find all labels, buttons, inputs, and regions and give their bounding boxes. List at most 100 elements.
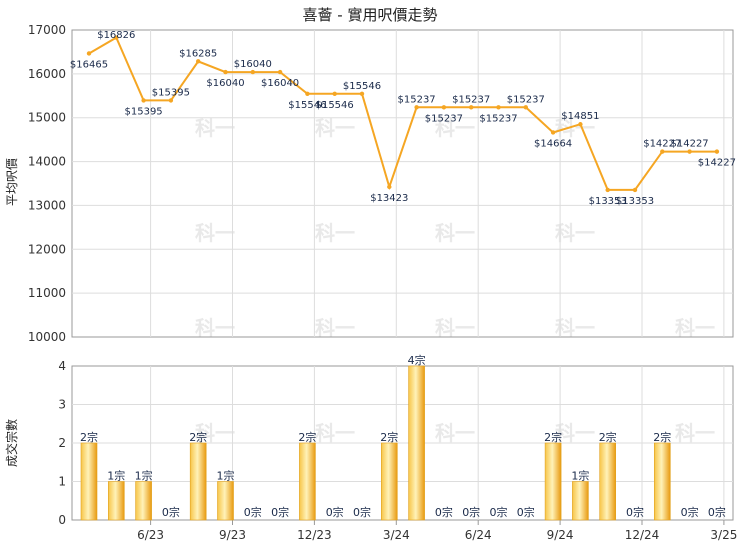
price-data-label: $15237 <box>398 94 436 105</box>
volume-data-label: 0宗 <box>708 505 726 519</box>
watermark-text: 科一 <box>315 116 355 140</box>
volume-bar <box>653 442 671 521</box>
watermark-text: 科一 <box>195 116 235 140</box>
price-point <box>114 35 119 40</box>
volume-data-label: 1宗 <box>217 469 235 483</box>
price-point <box>469 105 474 110</box>
volume-bar <box>108 481 125 521</box>
x-tick-label: 12/24 <box>625 528 660 542</box>
x-tick-label: 12/23 <box>297 528 332 542</box>
volume-bar <box>80 442 98 521</box>
price-data-label: $16465 <box>70 59 108 70</box>
watermark-text: 科一 <box>555 221 595 245</box>
price-data-label: $16285 <box>179 48 217 59</box>
price-data-label: $14227 <box>671 139 709 150</box>
price-point <box>86 51 92 56</box>
price-point <box>196 59 201 64</box>
price-point <box>496 105 501 110</box>
volume-data-label: 2宗 <box>599 430 617 444</box>
price-data-label: $15395 <box>152 87 190 98</box>
volume-data-label: 2宗 <box>80 430 98 444</box>
watermark-text: 科一 <box>435 316 475 340</box>
volume-bar <box>572 481 589 521</box>
x-tick-label: 6/24 <box>465 528 492 542</box>
volume-tick-label: 3 <box>58 398 66 412</box>
price-data-label: $13353 <box>616 196 654 207</box>
price-point <box>660 149 665 154</box>
price-point <box>168 98 174 103</box>
volume-data-label: 1宗 <box>107 469 125 483</box>
volume-tick-label: 2 <box>58 436 66 450</box>
volume-data-label: 0宗 <box>517 505 535 519</box>
price-point <box>387 184 392 190</box>
watermark-text: 科一 <box>555 316 595 340</box>
price-point <box>359 91 365 96</box>
volume-bar <box>135 481 152 521</box>
watermark-text: 科一 <box>195 221 235 245</box>
volume-data-label: 0宗 <box>490 505 508 519</box>
volume-plot-area: 0 1 2 3 4 6/23 9/23 12/23 3/24 6/24 9/24 12/24 3/25 2… <box>58 353 737 542</box>
watermark-text: 科一 <box>435 116 475 140</box>
price-tick-label: 13000 <box>28 198 66 212</box>
volume-tick-label: 1 <box>58 475 66 489</box>
price-data-label: $15237 <box>507 94 545 105</box>
volume-data-label: 0宗 <box>353 505 371 519</box>
price-data-label: $15546 <box>288 100 326 111</box>
price-data-label: $13353 <box>589 196 627 207</box>
price-point <box>250 69 255 75</box>
price-data-label: $16040 <box>206 78 244 89</box>
price-tick-label: 11000 <box>28 286 66 300</box>
volume-data-label: 0宗 <box>326 505 344 519</box>
volume-data-label: 2宗 <box>189 430 207 444</box>
volume-data-label: 2宗 <box>653 430 671 444</box>
price-point <box>687 149 692 154</box>
price-data-label: $16040 <box>261 78 299 89</box>
price-plot-area: 10000 11000 12000 13000 14000 15000 16000 17000… <box>28 23 736 344</box>
volume-axis-label: 成交宗數 <box>4 419 19 467</box>
price-point <box>632 187 638 193</box>
volume-tick-label: 4 <box>58 359 66 373</box>
volume-data-label: 0宗 <box>462 505 480 519</box>
price-tick-label: 16000 <box>28 67 66 81</box>
price-data-label: $15546 <box>343 81 381 92</box>
volume-bar <box>380 442 398 521</box>
price-point <box>550 130 556 135</box>
price-point <box>305 91 310 96</box>
volume-data-label: 0宗 <box>162 505 180 519</box>
watermark-text: 科一 <box>675 316 715 340</box>
price-point <box>523 105 528 110</box>
price-data-label: $15237 <box>479 113 517 124</box>
volume-bar <box>408 365 425 521</box>
price-point <box>332 91 337 96</box>
price-data-label: $14851 <box>561 111 599 122</box>
volume-data-label: 0宗 <box>271 505 289 519</box>
price-tick-label: 12000 <box>28 242 66 256</box>
watermark-text: 科一 <box>555 116 595 140</box>
volume-tick-label: 0 <box>58 513 66 527</box>
price-data-label: $14227 <box>643 139 681 150</box>
price-data-label: $15395 <box>125 106 163 117</box>
price-tick-label: 14000 <box>28 155 66 169</box>
price-line <box>88 36 717 191</box>
volume-bar <box>599 442 617 521</box>
chart-title: 喜薈 - 實用呎價走勢 <box>303 6 438 24</box>
watermark-text: 科一 <box>195 316 235 340</box>
volume-bar <box>217 481 234 521</box>
price-plot-frame <box>71 29 734 338</box>
watermark-text: 科一 <box>555 421 595 445</box>
price-axis-label: 平均呎價 <box>5 158 19 206</box>
price-data-label: $14227 <box>698 158 736 169</box>
volume-bar <box>544 442 562 521</box>
volume-data-label: 2宗 <box>544 430 562 444</box>
volume-data-label: 0宗 <box>626 505 644 519</box>
volume-data-label: 1宗 <box>135 469 153 483</box>
price-point <box>714 149 720 154</box>
price-data-label: $16040 <box>234 59 272 70</box>
volume-data-label: 2宗 <box>380 430 398 444</box>
volume-bar <box>189 442 207 521</box>
watermark-text: 科一 <box>315 421 355 445</box>
price-point <box>223 69 228 75</box>
price-data-label: $13423 <box>370 193 408 204</box>
price-data-label: $14664 <box>534 138 572 149</box>
